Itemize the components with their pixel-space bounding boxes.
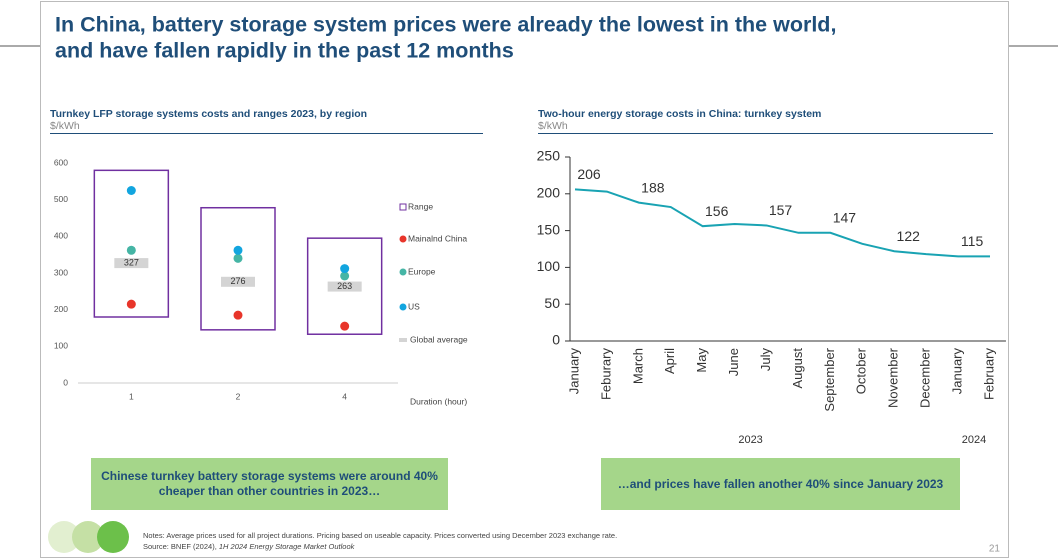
logo-circle xyxy=(48,521,80,553)
notes: Notes: Average prices used for all proje… xyxy=(143,531,617,540)
data-label: 157 xyxy=(769,202,793,218)
x-tick-label: August xyxy=(790,348,805,389)
x-axis-label: Duration (hour) xyxy=(410,396,467,406)
y-unit: $/kWh xyxy=(538,120,568,132)
y-tick-label: 100 xyxy=(537,258,561,274)
legend-label: Mainalnd China xyxy=(408,233,467,243)
average-label: 276 xyxy=(230,276,245,286)
x-group-label: 2023 xyxy=(738,434,762,446)
point xyxy=(233,310,243,320)
x-tick-label: November xyxy=(886,347,901,408)
y-tick-label: 150 xyxy=(537,221,561,237)
slide-title: In China, battery storage system prices … xyxy=(55,13,836,37)
range-box xyxy=(306,237,383,335)
x-tick-label: 1 xyxy=(129,391,134,401)
x-tick-label: March xyxy=(630,348,645,384)
x-tick-label: 4 xyxy=(342,391,347,401)
x-tick-label: September xyxy=(822,347,837,411)
x-tick-label: May xyxy=(694,348,709,373)
data-label: 122 xyxy=(897,228,921,244)
point xyxy=(340,271,350,281)
point xyxy=(233,253,243,263)
x-tick-label: January xyxy=(950,348,965,395)
chart-title: Two-hour energy storage costs in China: … xyxy=(538,108,821,120)
range-box xyxy=(200,206,276,331)
point xyxy=(233,245,243,255)
y-tick-label: 50 xyxy=(544,295,560,311)
source-text: Source: BNEF (2024), xyxy=(143,542,219,551)
x-tick-label: Feburary xyxy=(598,348,613,401)
legend-marker xyxy=(399,235,407,243)
callout: Chinese turnkey battery storage systems … xyxy=(91,458,448,510)
y-tick-label: 0 xyxy=(63,377,68,387)
y-tick-label: 400 xyxy=(54,231,68,241)
logo-circle xyxy=(97,521,129,553)
y-tick-label: 600 xyxy=(54,157,68,167)
data-label: 156 xyxy=(705,203,729,219)
legend-marker xyxy=(399,268,407,276)
point xyxy=(340,321,350,331)
average-bar xyxy=(221,276,255,287)
slide-title: and have fallen rapidly in the past 12 m… xyxy=(55,39,514,63)
chart-title: Turnkey LFP storage systems costs and ra… xyxy=(50,108,367,120)
average-label: 327 xyxy=(124,257,139,267)
legend-label: Range xyxy=(408,201,433,211)
y-tick-label: 200 xyxy=(537,185,561,201)
legend-marker xyxy=(399,203,407,211)
legend-marker xyxy=(399,303,407,311)
data-label: 188 xyxy=(641,179,665,195)
point xyxy=(126,299,136,309)
y-tick-label: 0 xyxy=(552,332,560,348)
x-tick-label: July xyxy=(758,348,773,372)
x-tick-label: January xyxy=(566,348,581,395)
point xyxy=(126,186,136,195)
data-label: 115 xyxy=(961,233,984,249)
point xyxy=(340,264,350,274)
average-bar xyxy=(114,258,149,269)
legend-label: Global average xyxy=(410,334,468,344)
logo-circle xyxy=(72,521,104,553)
legend-marker xyxy=(399,338,407,342)
x-tick-label: December xyxy=(918,347,933,408)
legend-label: Europe xyxy=(408,266,436,276)
x-tick-label: October xyxy=(854,347,869,394)
line xyxy=(574,188,990,258)
legend-label: US xyxy=(408,301,420,311)
point xyxy=(126,245,136,255)
callout: …and prices have fallen another 40% sinc… xyxy=(601,458,960,510)
source-title: 1H 2024 Energy Storage Market Outlook xyxy=(219,542,356,551)
x-tick-label: 2 xyxy=(236,391,241,401)
slide-frame xyxy=(40,1,1009,558)
y-unit: $/kWh xyxy=(50,120,80,132)
page-number: 21 xyxy=(989,544,1001,555)
y-tick-label: 300 xyxy=(54,267,68,277)
x-tick-label: June xyxy=(726,348,741,376)
y-tick-label: 100 xyxy=(54,341,68,351)
range-box xyxy=(93,169,170,318)
data-label: 206 xyxy=(577,166,601,182)
y-tick-label: 250 xyxy=(537,148,561,164)
data-label: 147 xyxy=(833,210,857,226)
source: Source: BNEF (2024), 1H 2024 Energy Stor… xyxy=(143,542,356,551)
x-group-label: 2024 xyxy=(962,434,986,446)
average-label: 263 xyxy=(337,281,352,291)
average-bar xyxy=(327,281,362,292)
y-tick-label: 500 xyxy=(54,194,68,204)
x-tick-label: April xyxy=(662,348,677,374)
x-tick-label: February xyxy=(981,348,996,401)
y-tick-label: 200 xyxy=(54,304,68,314)
